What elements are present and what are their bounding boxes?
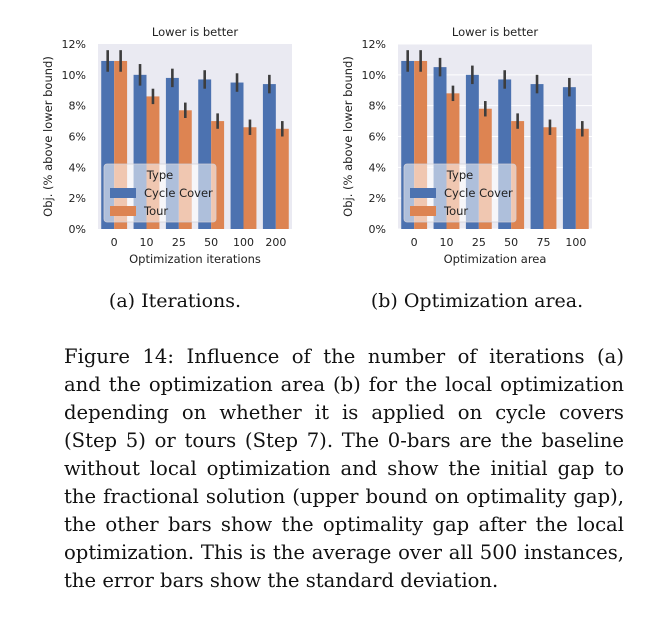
legend-label: Tour xyxy=(143,204,168,218)
y-tick-label: 6% xyxy=(69,131,86,144)
x-tick-label: 0 xyxy=(411,236,418,249)
legend-title: Type xyxy=(446,168,473,182)
legend-label: Cycle Cover xyxy=(444,186,513,200)
y-tick-label: 0% xyxy=(69,223,86,236)
caption-line: Figure 14: Influence of the number of it… xyxy=(64,345,624,368)
x-tick-label: 25 xyxy=(472,236,486,249)
y-tick-label: 10% xyxy=(362,69,386,82)
legend-swatch xyxy=(110,188,136,198)
x-tick-label: 50 xyxy=(504,236,518,249)
y-tick-label: 10% xyxy=(62,69,86,82)
y-tick-label: 0% xyxy=(369,223,386,236)
y-tick-label: 4% xyxy=(69,161,86,174)
x-tick-label: 25 xyxy=(172,236,186,249)
bar xyxy=(575,128,589,229)
caption-line: (Step 5) or tours (Step 7). The 0-bars a… xyxy=(64,429,624,452)
legend-swatch xyxy=(410,188,436,198)
bar xyxy=(243,127,257,229)
figure-caption: Figure 14: Influence of the number of it… xyxy=(64,343,624,595)
caption-line: without local optimization and show the … xyxy=(64,457,624,480)
bar xyxy=(275,128,289,229)
y-tick-label: 12% xyxy=(62,38,86,51)
caption-line: the other bars show the optimality gap a… xyxy=(64,513,624,536)
legend-swatch xyxy=(410,206,436,216)
bar xyxy=(530,84,544,229)
y-tick-label: 12% xyxy=(362,38,386,51)
legend-swatch xyxy=(110,206,136,216)
caption-line: depending on whether it is applied on cy… xyxy=(64,401,624,424)
caption-line: the fractional solution (upper bound on … xyxy=(64,485,624,508)
x-tick-label: 10 xyxy=(140,236,154,249)
bar xyxy=(543,127,557,229)
x-tick-label: 0 xyxy=(111,236,118,249)
y-tick-label: 8% xyxy=(69,100,86,113)
chart-title: Lower is better xyxy=(452,25,538,39)
bar xyxy=(262,84,276,229)
bar xyxy=(230,82,244,230)
y-axis-label: Obj. (% above lower bound) xyxy=(41,56,55,217)
x-tick-label: 75 xyxy=(537,236,551,249)
charts-area: 0%2%4%6%8%10%12%0 10 25 50 100 200Optimizatio… xyxy=(41,25,592,266)
x-axis-label: Optimization area xyxy=(444,252,547,266)
legend-label: Tour xyxy=(443,204,468,218)
chart-title: Lower is better xyxy=(152,25,238,39)
bar xyxy=(562,87,576,230)
caption-b: (b) Optimization area. xyxy=(370,290,584,312)
y-axis-label: Obj. (% above lower bound) xyxy=(341,56,355,217)
y-tick-label: 8% xyxy=(369,100,386,113)
x-tick-label: 50 xyxy=(204,236,218,249)
y-tick-label: 2% xyxy=(69,192,86,205)
y-tick-label: 4% xyxy=(369,161,386,174)
caption-a: (a) Iterations. xyxy=(108,290,242,312)
caption-line: and the optimization area (b) for the lo… xyxy=(64,373,624,396)
legend-label: Cycle Cover xyxy=(144,186,213,200)
x-axis-label: Optimization iterations xyxy=(129,252,261,266)
caption-line: optimization. This is the average over a… xyxy=(64,541,624,564)
x-tick-label: 10 xyxy=(440,236,454,249)
x-tick-label: 100 xyxy=(565,236,586,249)
caption-line: the error bars show the standard deviati… xyxy=(64,569,499,592)
x-tick-label: 100 xyxy=(233,236,254,249)
y-tick-label: 6% xyxy=(369,131,386,144)
y-tick-label: 2% xyxy=(369,192,386,205)
legend-title: Type xyxy=(146,168,173,182)
x-tick-label: 200 xyxy=(265,236,286,249)
